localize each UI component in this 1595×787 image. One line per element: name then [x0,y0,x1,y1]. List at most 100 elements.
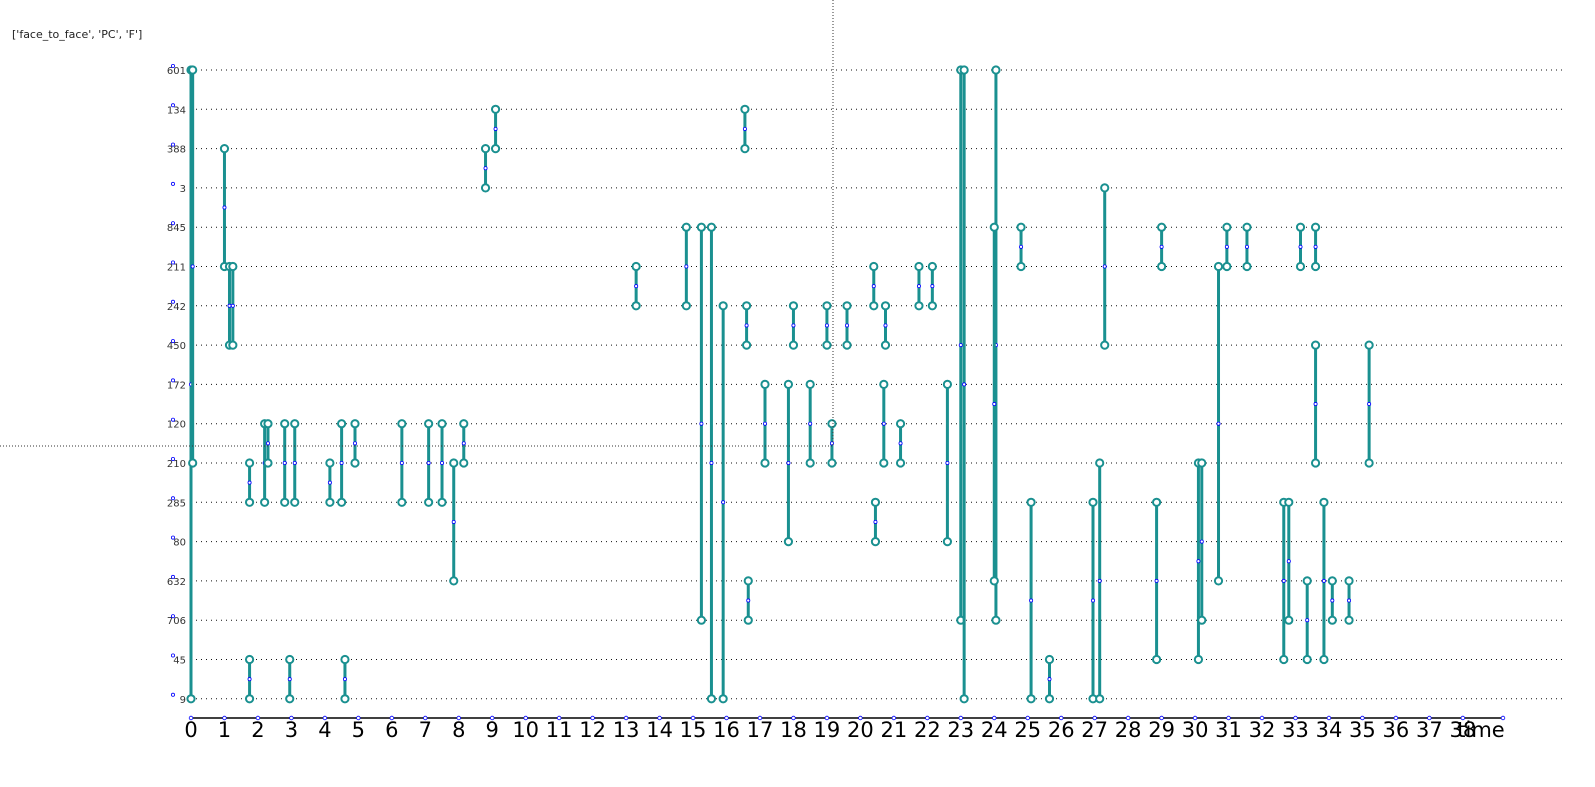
interaction-midpoint [763,421,768,426]
x-tick-mark [858,715,863,721]
interaction-midpoint [1313,402,1318,407]
interaction-end-node [989,576,999,586]
x-tick-mark [1125,715,1131,721]
interaction-end-node [880,340,891,350]
interaction-end-node [1310,261,1321,272]
node-label: 80 [173,538,186,549]
node-label: 45 [173,656,186,667]
x-tick-mark [623,715,629,721]
interaction-start-node [879,379,889,389]
interaction-start-node [490,104,501,114]
interaction-end-node [1151,654,1162,665]
x-tick-label: 34 [1316,718,1343,742]
interaction-edges [186,65,1374,704]
interaction-start-node [1319,497,1329,507]
x-tick-label: 19 [814,718,841,742]
interaction-midpoint [399,460,404,465]
x-tick-label: 1 [218,718,231,742]
x-tick-label: 12 [579,718,606,742]
interaction-start-node [805,379,815,389]
interaction-end-node [244,694,255,704]
node-label-marker [170,456,175,461]
interaction-end-node [1295,261,1306,272]
x-tick-mark [992,715,997,721]
interaction-midpoint [709,460,714,465]
node-label-marker [170,496,175,501]
interaction-midpoint [227,303,232,308]
node-label-marker [170,181,175,186]
x-tick-label: 5 [352,718,365,742]
interaction-start-node [263,419,273,429]
node-label: 211 [167,263,186,274]
interaction-end-node [1197,615,1207,625]
x-tick-mark [1360,715,1365,721]
interaction-start-node [959,65,969,75]
x-tick-mark [757,715,763,721]
interaction-start-node [870,497,881,507]
interaction-start-node [290,419,300,429]
x-tick-mark [958,715,963,721]
interaction-midpoint [699,421,704,426]
interaction-midpoint [1313,244,1318,249]
x-tick-label: 8 [452,718,465,742]
interaction-start-node [681,222,691,232]
interaction-start-node [743,576,753,586]
interaction-midpoint [247,480,252,485]
x-tick-mark [657,715,662,721]
interaction-midpoint [190,264,195,269]
x-tick-label: 6 [385,718,398,742]
interaction-midpoint [945,460,950,465]
interaction-start-node [1222,222,1232,232]
interaction-end-node [1284,615,1294,625]
interaction-start-node [741,301,752,311]
interaction-start-node [1157,222,1167,232]
x-tick-label: 37 [1416,718,1443,742]
x-tick-mark [556,715,562,721]
interaction-end-node [718,694,728,704]
x-tick-label: 20 [847,718,874,742]
interaction-start-node [1026,497,1036,507]
x-tick-mark [590,715,595,721]
x-tick-label: 7 [419,718,432,742]
x-tick-label: 2 [251,718,264,742]
interaction-end-node [1044,694,1055,704]
node-label-marker [170,142,175,147]
interaction-start-node [437,419,447,429]
interaction-midpoint [282,460,287,465]
interaction-midpoint [461,441,466,446]
x-tick-label: 32 [1249,718,1276,742]
interaction-midpoint [1091,598,1096,603]
interaction-midpoint [808,421,813,426]
interaction-start-node [927,261,937,272]
interaction-start-node [783,379,794,389]
interaction-start-node [1100,183,1110,193]
interaction-end-node [424,497,434,507]
interaction-end-node [870,537,881,547]
node-label-marker [170,417,175,422]
x-tick-mark [1226,715,1231,721]
interaction-midpoint [744,323,749,328]
interaction-midpoint [1224,244,1229,249]
x-tick-mark [690,715,696,721]
interaction-start-node [822,301,832,311]
interaction-midpoint [451,519,456,524]
node-label: 845 [167,223,186,234]
interaction-start-node [696,222,707,232]
interaction-end-node [244,497,255,507]
node-label-marker [170,378,175,383]
interaction-start-node [869,261,879,272]
x-tick-label: 30 [1182,718,1209,742]
node-label: 285 [167,498,186,509]
node-label: 120 [167,420,186,431]
interaction-start-node [991,65,1001,75]
interaction-midpoint [881,421,886,426]
interaction-midpoint [1367,402,1372,407]
x-tick-label: 31 [1215,718,1242,742]
interaction-midpoint [634,284,639,289]
chart-title: ['face_to_face', 'PC', 'F'] [12,28,143,41]
x-tick-mark [1059,715,1064,721]
x-tick-label: 25 [1014,718,1041,742]
interaction-midpoint [684,264,689,269]
interaction-midpoint [342,677,347,682]
interaction-end-node [337,497,347,507]
